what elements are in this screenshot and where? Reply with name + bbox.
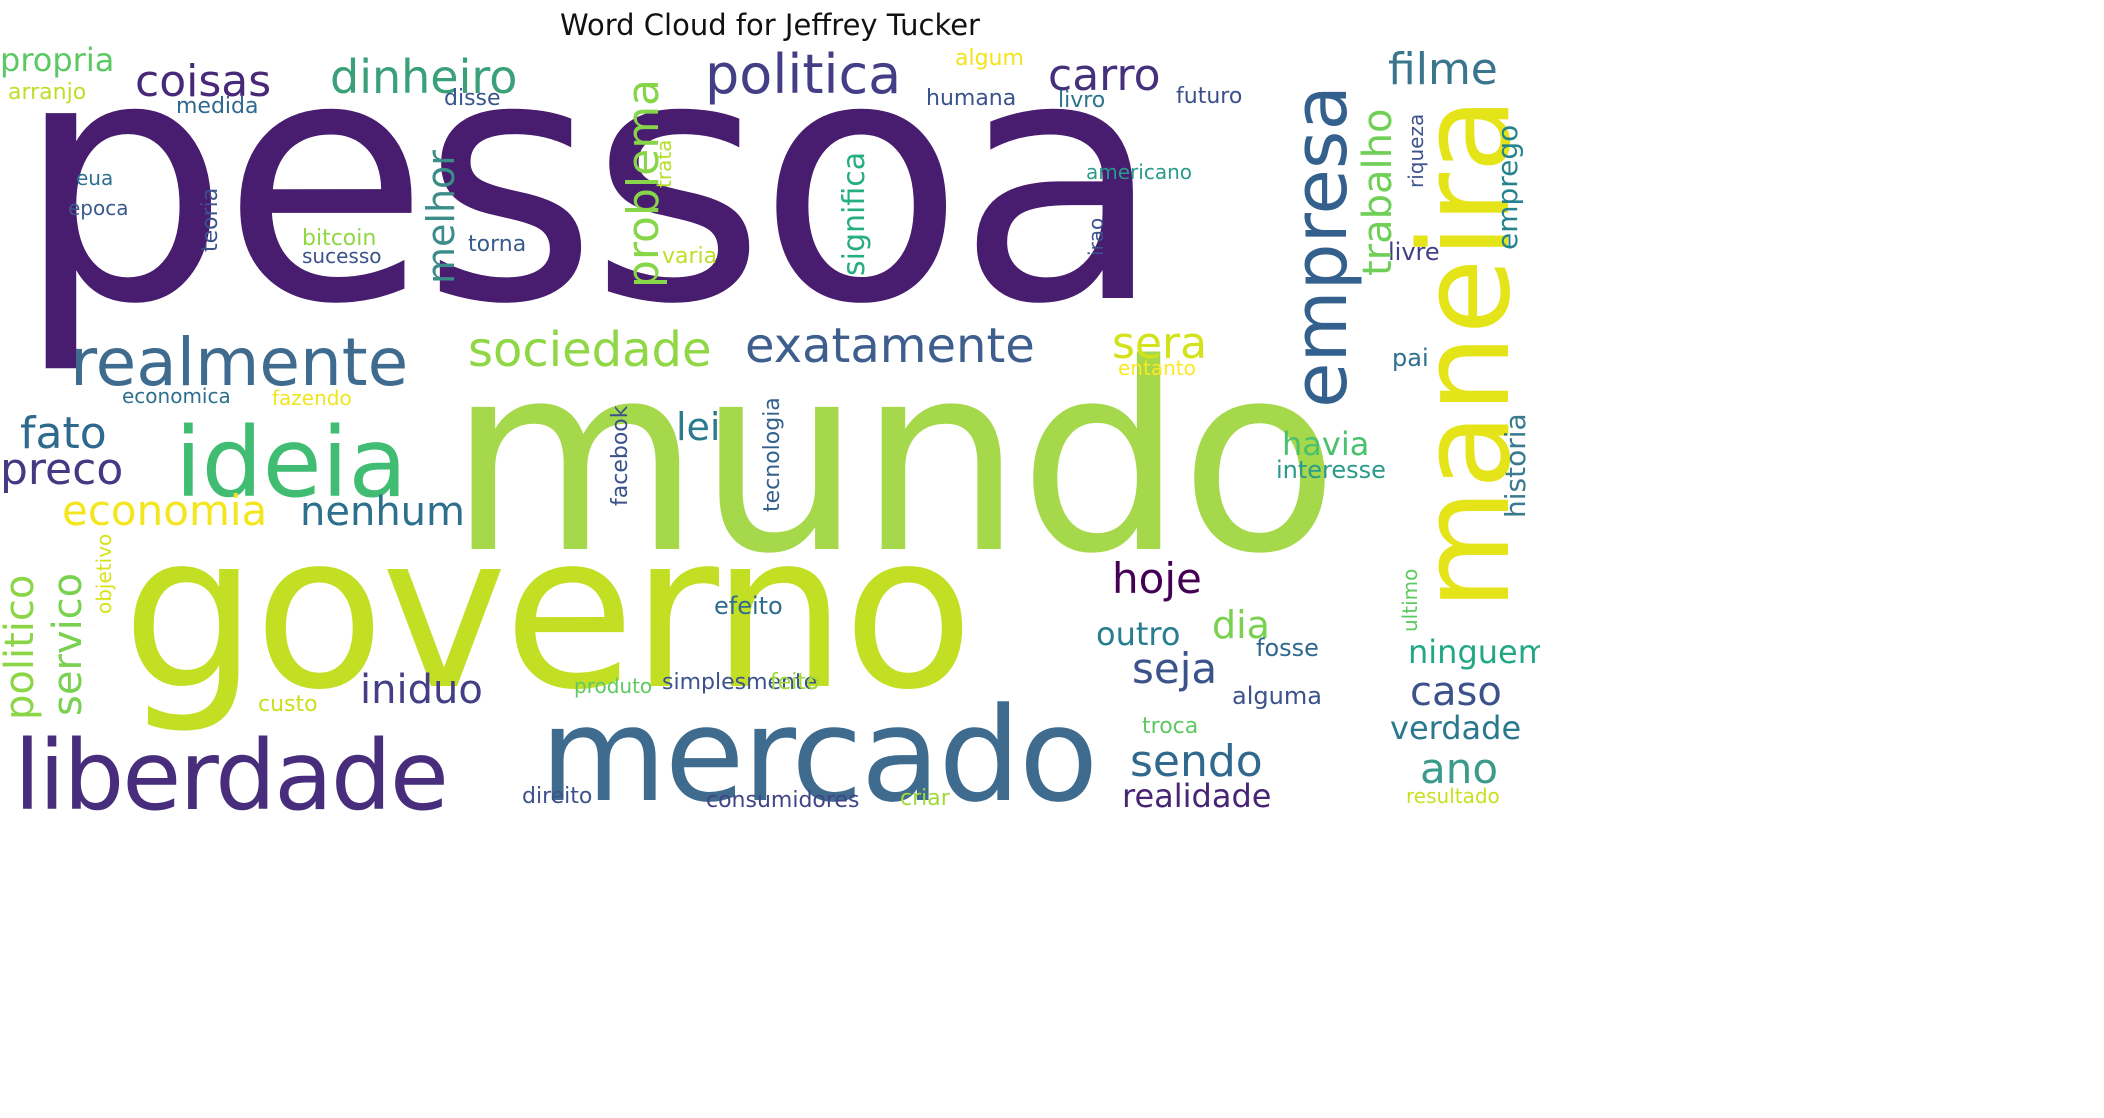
- word-politica: politica: [705, 43, 902, 106]
- word-servico: servico: [45, 572, 91, 716]
- word-seja: seja: [1132, 644, 1218, 693]
- word-irao: irao: [1084, 217, 1108, 256]
- word-consumidores: criar: [900, 786, 950, 811]
- word-americano: americano: [1086, 160, 1192, 184]
- word-nenhum: nenhum: [300, 489, 465, 535]
- word-fazendo: fazendo: [272, 386, 352, 410]
- word-realidade: realidade: [1122, 777, 1272, 815]
- word-hoje: hoje: [1112, 554, 1202, 603]
- word-arranjo: arranjo: [8, 80, 87, 105]
- word-eua: eua: [76, 166, 114, 190]
- word-melhor: melhor: [419, 150, 463, 284]
- word-filme: filme: [1388, 44, 1498, 95]
- chart-title: Word Cloud for Jeffrey Tucker: [560, 8, 980, 42]
- word-interesse: interesse: [1276, 456, 1386, 484]
- word-dinheiro: dinheiro: [330, 50, 518, 104]
- word-mercado: mercado: [540, 679, 1098, 830]
- word-economia: economia: [62, 486, 268, 535]
- word-carro: carro: [1048, 50, 1161, 101]
- word-trata: trata: [652, 139, 676, 188]
- word-medida: medida: [176, 94, 259, 119]
- word-riqueza: riqueza: [1404, 113, 1428, 188]
- word-dia: dia: [1212, 603, 1270, 647]
- word-futuro: futuro: [1176, 84, 1243, 109]
- word-emprego: emprego: [1491, 124, 1524, 250]
- word-economica: economica: [122, 384, 231, 408]
- word-varia: varia: [662, 244, 718, 269]
- word-cloud: pessoa mundo governo mercado liberdade i…: [0, 40, 1540, 830]
- word-fosse: alguma: [1232, 682, 1322, 710]
- word-epoca: epoca: [68, 196, 129, 220]
- word-sendo: sendo: [1130, 736, 1263, 787]
- word-feito: produto: [574, 674, 653, 698]
- word-verdade: verdade: [1390, 709, 1522, 747]
- word-empresa: empresa: [1278, 85, 1364, 408]
- word-iniduo: iniduo: [360, 667, 483, 713]
- word-pessoa: pessoa: [15, 40, 1164, 378]
- word-bitcoin: bitcoin: [302, 226, 377, 251]
- word-liberdade: liberdade: [14, 720, 449, 830]
- word-coisas: coisas: [135, 56, 272, 107]
- word-historia: historia: [1499, 413, 1532, 518]
- word-pai: pai: [1392, 344, 1429, 372]
- word-simplesmente: feito: [770, 670, 820, 695]
- word-torna: torna: [468, 232, 527, 257]
- word-havia: havia: [1282, 425, 1370, 463]
- word-sociedade: sociedade: [468, 322, 712, 378]
- word-custo: objetivo: [92, 533, 116, 614]
- word-resultado: ultimo: [1398, 568, 1422, 632]
- word-disse: disse: [444, 86, 501, 111]
- word-livro: livro: [1058, 88, 1106, 113]
- word-entanto: entanto: [1118, 356, 1196, 380]
- word-efeito: simplesmente: [662, 670, 818, 695]
- word-caso: caso: [1410, 669, 1502, 715]
- word-preco: preco: [0, 444, 124, 495]
- word-mundo: mundo: [448, 309, 1339, 611]
- word-objetivo: direito: [522, 784, 593, 809]
- word-propria: propria: [0, 41, 115, 79]
- word-facebook: facebook: [608, 405, 633, 506]
- word-produto: fosse: [1256, 634, 1319, 662]
- word-alguma: troca: [1142, 714, 1199, 739]
- word-ideia: ideia: [175, 407, 408, 519]
- word-direito: consumidores: [706, 788, 860, 813]
- word-fato: fato: [20, 408, 107, 459]
- word-significa: significa: [837, 151, 872, 276]
- word-troca: custo: [258, 692, 318, 717]
- word-realmente: realmente: [70, 324, 409, 401]
- word-lei: lei: [676, 405, 721, 449]
- word-livre: livre: [1388, 238, 1440, 266]
- word-acordo: efeito: [714, 592, 783, 620]
- word-algum: algum: [955, 46, 1024, 71]
- word-humana: humana: [926, 86, 1017, 111]
- word-sera: sera: [1112, 318, 1208, 369]
- word-ano: ano: [1420, 744, 1499, 793]
- word-sucesso: sucesso: [302, 244, 382, 268]
- word-outro: outro: [1096, 615, 1181, 653]
- word-tecnologia: tecnologia: [760, 397, 785, 512]
- word-trabalho: trabalho: [1355, 108, 1401, 276]
- word-politico: politico: [0, 574, 43, 720]
- word-criar: resultado: [1406, 784, 1500, 808]
- word-governo: governo: [122, 488, 974, 737]
- word-ninguem: ninguem: [1408, 633, 1540, 671]
- word-teoria: teoria: [198, 187, 223, 252]
- word-exatamente: exatamente: [745, 318, 1035, 374]
